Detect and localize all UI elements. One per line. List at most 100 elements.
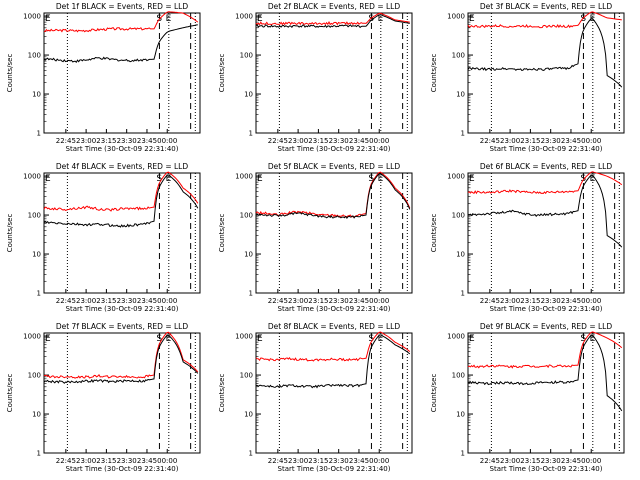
x-tick-label: 23:45 [561,457,581,465]
y-tick-label: 1000 [447,173,465,181]
y-tick-label: 1000 [235,173,253,181]
annotation-s: S [156,174,162,184]
y-tick-label: 10 [32,251,41,259]
series-line-lld [43,11,199,33]
chart-panel-7: Det 7f BLACK = Events, RED = LLD Counts/s… [6,322,201,473]
y-axis-label: Counts/sec [6,374,14,413]
annotation-e: E [590,334,596,344]
x-tick-label: 23:30 [329,457,349,465]
x-tick-label: 23:45 [349,457,369,465]
x-tick-label: 22:45 [268,297,288,305]
annotation-e: E [469,14,475,24]
chart-title: Det 8f BLACK = Events, RED = LLD [268,322,401,331]
x-tick-label: 23:00 [500,457,520,465]
series-line-events [255,334,411,389]
series-line-events [467,174,623,248]
x-tick-label: 23:45 [137,137,157,145]
x-tick-label: 22:45 [480,137,500,145]
chart-title: Det 4f BLACK = Events, RED = LLD [56,162,189,171]
y-tick-label: 100 [452,52,465,60]
x-tick-label: 23:30 [541,137,561,145]
y-tick-label: 10 [456,91,465,99]
x-tick-label: 00:00 [581,297,601,305]
x-tick-label: 23:45 [137,297,157,305]
chart-panel-1: Det 1f BLACK = Events, RED = LLD Counts/s… [6,2,201,153]
x-tick-label: 23:30 [117,137,137,145]
chart-panel-6: Det 6f BLACK = Events, RED = LLD Counts/s… [430,162,625,313]
x-tick-label: 22:45 [268,457,288,465]
y-tick-label: 1000 [23,333,41,341]
y-tick-label: 1 [37,290,41,298]
y-axis-label: Counts/sec [430,54,438,93]
x-tick-label: 23:00 [288,457,308,465]
y-tick-label: 1 [249,130,253,138]
axes-frame [255,332,413,454]
annotation-s: S [580,334,586,344]
y-tick-label: 10 [244,411,253,419]
y-tick-label: 1 [249,450,253,458]
annotation-s: S [368,174,374,184]
x-tick-label: 00:00 [157,297,177,305]
annotation-e: E [45,14,51,24]
x-axis-label: Start Time (30-Oct-09 22:31:40) [490,305,603,313]
annotation-e: E [257,174,263,184]
x-tick-label: 23:30 [117,297,137,305]
annotation-e: E [166,334,172,344]
y-tick-label: 1 [461,130,465,138]
chart-title: Det 5f BLACK = Events, RED = LLD [268,162,401,171]
y-axis-label: Counts/sec [430,214,438,253]
x-tick-label: 23:00 [288,137,308,145]
series-line-lld [467,171,623,195]
y-tick-label: 100 [28,212,41,220]
chart-title: Det 7f BLACK = Events, RED = LLD [56,322,189,331]
x-tick-label: 23:15 [308,457,328,465]
x-tick-label: 23:15 [520,297,540,305]
x-tick-label: 23:00 [500,137,520,145]
chart-title: Det 6f BLACK = Events, RED = LLD [480,162,613,171]
x-tick-label: 00:00 [157,457,177,465]
x-tick-label: 23:45 [349,137,369,145]
axes-frame [467,12,625,134]
chart-title: Det 2f BLACK = Events, RED = LLD [268,2,401,11]
chart-panel-8: Det 8f BLACK = Events, RED = LLD Counts/s… [218,322,413,473]
x-tick-label: 22:45 [268,137,288,145]
series-line-events [467,18,623,88]
axes-frame [467,332,625,454]
y-tick-label: 10 [244,91,253,99]
y-tick-label: 1 [249,290,253,298]
y-axis-label: Counts/sec [218,54,226,93]
y-tick-label: 1000 [447,333,465,341]
annotation-s: S [156,334,162,344]
annotation-e: E [378,334,384,344]
y-tick-label: 100 [240,372,253,380]
y-tick-label: 10 [456,251,465,259]
x-tick-label: 23:15 [520,457,540,465]
annotation-e: E [378,174,384,184]
y-axis-label: Counts/sec [430,374,438,413]
annotation-s: S [580,14,586,24]
annotation-s: S [580,174,586,184]
series-line-events [467,334,623,412]
x-tick-label: 23:45 [137,457,157,465]
y-tick-label: 100 [28,52,41,60]
x-tick-label: 23:15 [520,137,540,145]
x-tick-label: 22:45 [56,137,76,145]
y-tick-label: 100 [240,52,253,60]
axes-frame [467,172,625,294]
annotation-e: E [166,14,172,24]
x-tick-label: 23:00 [288,297,308,305]
annotation-e: E [469,174,475,184]
x-tick-label: 23:45 [561,137,581,145]
axes-frame [43,172,201,294]
x-tick-label: 22:45 [480,297,500,305]
x-tick-label: 22:45 [480,457,500,465]
x-tick-label: 22:45 [56,297,76,305]
axes-frame [255,172,413,294]
series-line-events [255,172,411,220]
x-tick-label: 23:45 [349,297,369,305]
x-tick-label: 23:30 [329,297,349,305]
x-tick-label: 00:00 [369,457,389,465]
chart-title: Det 3f BLACK = Events, RED = LLD [480,2,613,11]
annotation-e: E [590,174,596,184]
